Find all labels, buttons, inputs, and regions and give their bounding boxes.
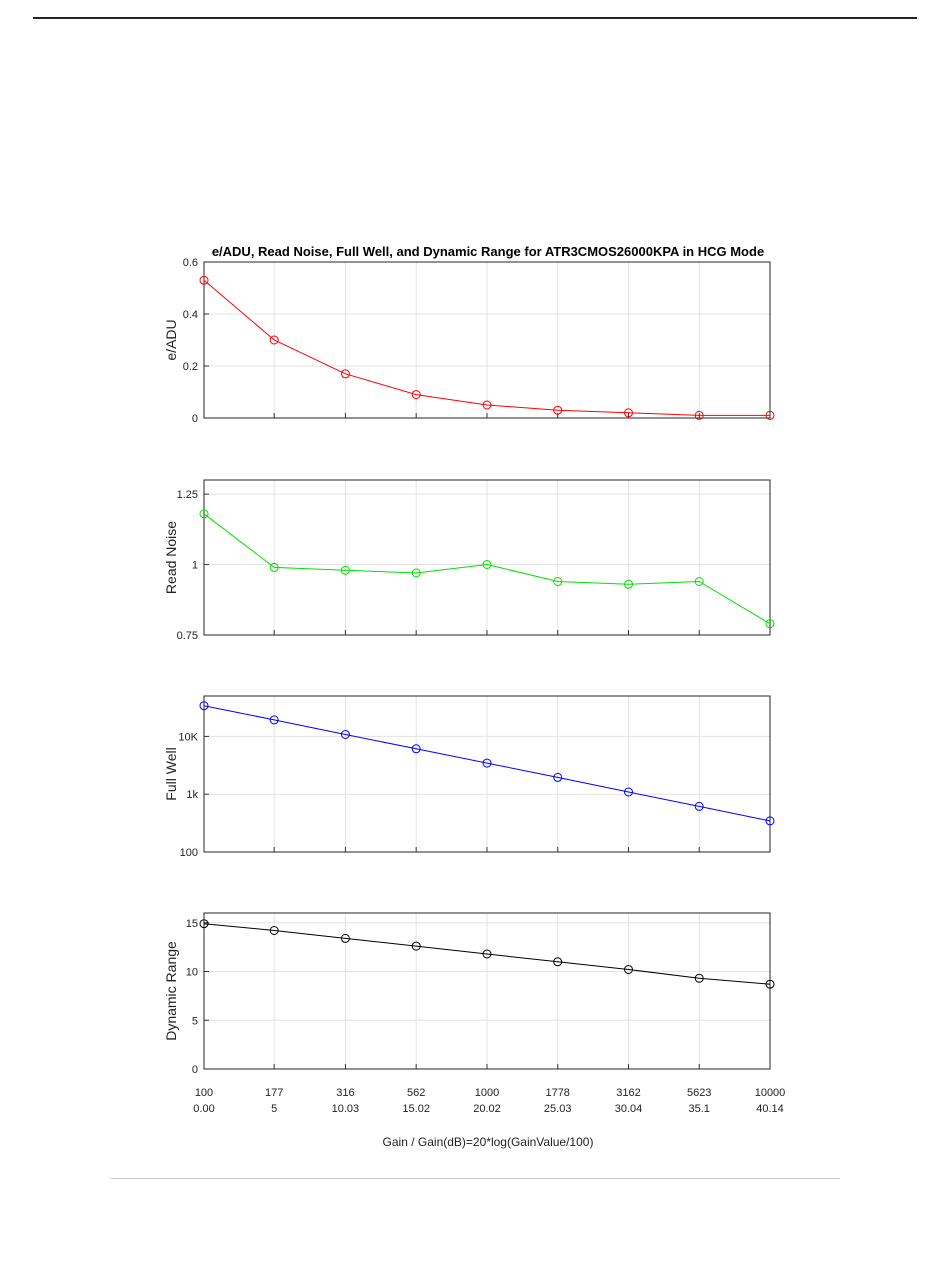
x-tick-label-db: 20.02: [473, 1103, 501, 1115]
data-point: [411, 390, 421, 400]
x-tick-label-gain: 1000: [475, 1087, 499, 1099]
data-point: [694, 801, 704, 811]
y-tick-label: 0.4: [183, 309, 198, 321]
data-point: [199, 509, 209, 519]
series-line: [203, 513, 771, 625]
y-axis-label: Full Well: [163, 747, 179, 800]
y-tick-label: 5: [192, 1015, 198, 1027]
data-point: [694, 973, 704, 983]
data-point: [199, 919, 209, 929]
series-line: [203, 279, 770, 416]
data-point: [624, 408, 633, 418]
data-point: [765, 410, 775, 420]
x-tick-label-db: 35.1: [688, 1103, 709, 1115]
x-tick-label-gain: 177: [265, 1087, 283, 1099]
axes-frame: [203, 479, 771, 636]
y-tick-label: 0: [192, 1064, 198, 1076]
data-point: [482, 949, 492, 959]
chart-panel-1: 0 0.2 0.4 0.6 e/ADU: [163, 257, 775, 425]
y-tick-label: 10: [186, 967, 198, 979]
data-point: [199, 701, 209, 711]
data-point: [694, 577, 704, 586]
y-tick-label: 0.6: [183, 257, 198, 269]
y-axis-label: Read Noise: [163, 521, 179, 594]
x-tick-label-db: 10.03: [332, 1103, 360, 1115]
data-point: [624, 579, 633, 589]
data-point: [340, 565, 350, 575]
x-tick-label-gain: 562: [407, 1087, 425, 1099]
data-point: [553, 405, 563, 415]
x-tick-label-db: 15.02: [402, 1103, 430, 1115]
y-tick-label: 1.25: [177, 489, 198, 501]
data-point: [624, 965, 633, 974]
header-rule: [33, 17, 917, 19]
x-tick-label-db: 40.14: [756, 1103, 784, 1115]
data-point: [624, 787, 633, 797]
data-point: [482, 758, 492, 768]
x-tick-label-db: 0.00: [193, 1103, 214, 1115]
data-point: [553, 772, 563, 782]
y-axis-label: Dynamic Range: [163, 941, 179, 1041]
chart-panel-2: 0.75 1 1.25 Read Noise: [163, 479, 775, 642]
chart-panel-4: 0 5 10 15 Dynamic Range: [163, 912, 775, 1076]
data-point: [482, 400, 492, 410]
axes-frame: [203, 261, 771, 419]
x-tick-label-gain: 3162: [616, 1087, 640, 1099]
data-point: [269, 562, 279, 572]
chart-panel-3: 100 1k 10K Full Well: [163, 695, 775, 859]
figure-title: e/ADU, Read Noise, Full Well, and Dynami…: [212, 244, 764, 259]
x-axis-label: Gain / Gain(dB)=20*log(GainValue/100): [383, 1135, 594, 1149]
data-point: [340, 730, 350, 739]
data-point: [765, 979, 775, 989]
data-point: [765, 816, 775, 826]
x-tick-label-gain: 1778: [545, 1087, 569, 1099]
data-point: [411, 744, 421, 754]
data-point: [411, 941, 421, 951]
y-tick-label: 0: [192, 413, 198, 425]
data-point: [269, 715, 279, 725]
y-tick-label: 1k: [186, 789, 198, 801]
data-point: [199, 275, 209, 285]
y-tick-label: 100: [180, 847, 198, 859]
data-point: [340, 369, 350, 379]
data-point: [269, 926, 279, 935]
data-point: [482, 560, 492, 569]
x-tick-labels: 100 177 316 562 1000 1778 3162 5623 10000 0.00 5 10…: [193, 1087, 785, 1115]
x-tick-label-gain: 100: [195, 1087, 213, 1099]
y-tick-label: 15: [186, 918, 198, 930]
axes-frame: [203, 912, 771, 1070]
y-tick-label: 1: [192, 560, 198, 572]
data-point: [411, 568, 421, 578]
footer-rule: [110, 1178, 840, 1179]
x-tick-label-gain: 316: [336, 1087, 354, 1099]
x-tick-label-db: 25.03: [544, 1103, 572, 1115]
data-point: [553, 577, 563, 586]
y-tick-label: 0.2: [183, 361, 198, 373]
data-point: [765, 619, 775, 629]
series-line: [203, 705, 771, 822]
data-point: [269, 335, 279, 345]
x-tick-label-db: 5: [271, 1103, 277, 1115]
y-tick-label: 10K: [178, 731, 198, 743]
y-axis-label: e/ADU: [163, 319, 179, 360]
axes-frame: [203, 695, 771, 853]
x-tick-label-gain: 5623: [687, 1087, 711, 1099]
x-tick-label-gain: 10000: [755, 1087, 786, 1099]
y-tick-label: 0.75: [177, 630, 198, 642]
data-point: [340, 933, 350, 943]
x-tick-label-db: 30.04: [615, 1103, 643, 1115]
data-point: [553, 957, 563, 967]
data-point: [694, 410, 704, 420]
series-line: [203, 923, 771, 985]
